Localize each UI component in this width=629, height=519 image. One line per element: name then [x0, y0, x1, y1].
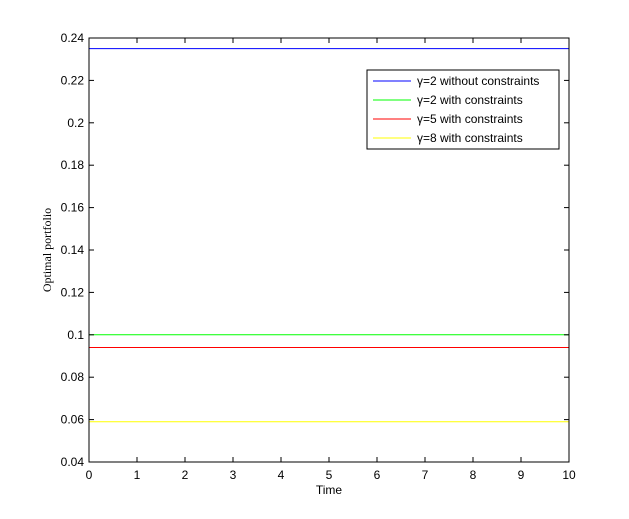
x-tick-label: 8	[470, 468, 477, 482]
x-tick-label: 10	[562, 468, 576, 482]
y-tick-label: 0.1	[67, 328, 84, 342]
plot-frame	[88, 37, 570, 463]
y-tick-label: 0.16	[61, 201, 85, 215]
x-tick-label: 5	[326, 468, 333, 482]
x-tick-label: 6	[374, 468, 381, 482]
x-tick-label: 4	[278, 468, 285, 482]
y-axis-label: Optimal portfolio	[40, 208, 54, 292]
x-tick-label: 0	[86, 468, 93, 482]
legend-label: γ=8 with constraints	[417, 131, 523, 145]
y-tick-label: 0.06	[61, 413, 85, 427]
y-tick-label: 0.24	[61, 31, 85, 45]
y-tick-label: 0.18	[61, 158, 85, 172]
x-tick-label: 2	[182, 468, 189, 482]
x-tick-label: 9	[518, 468, 525, 482]
legend-label: γ=2 without constraints	[417, 74, 539, 88]
series-layer	[89, 48, 569, 423]
legend-label: γ=5 with constraints	[417, 112, 523, 126]
y-tick-label: 0.2	[67, 116, 84, 130]
y-tick-label: 0.08	[61, 370, 85, 384]
legend: γ=2 without constraints γ=2 with constrai…	[366, 69, 560, 150]
y-tick-label: 0.14	[61, 243, 85, 257]
x-tick-label: 1	[134, 468, 141, 482]
y-tick-label: 0.04	[61, 455, 85, 469]
tick-label-layer: 0 1 2 3 4 5 6 7 8 9 10 0.04 0.06 0.08 0.1 0.12 0.14 0.16 0…	[61, 31, 576, 482]
x-tick-label: 7	[422, 468, 429, 482]
y-tick-label: 0.12	[61, 285, 85, 299]
y-tick-label: 0.22	[61, 73, 85, 87]
legend-entries: γ=2 without constraints γ=2 with constrai…	[373, 74, 539, 145]
x-tick-label: 3	[230, 468, 237, 482]
x-axis-label: Time	[316, 483, 343, 497]
legend-box	[366, 69, 560, 150]
legend-label: γ=2 with constraints	[417, 93, 523, 107]
